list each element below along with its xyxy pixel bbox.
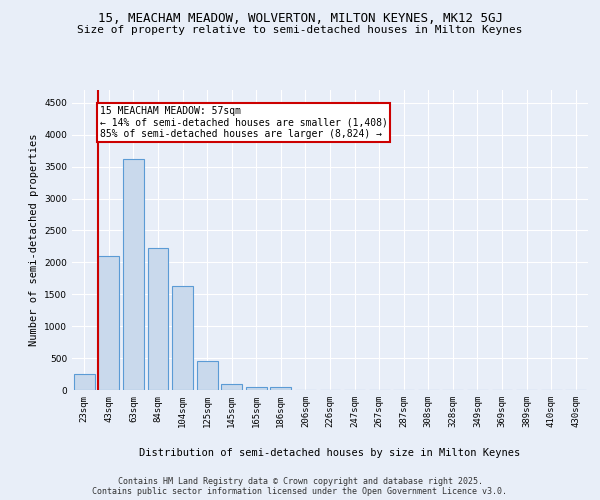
Y-axis label: Number of semi-detached properties: Number of semi-detached properties — [29, 134, 38, 346]
Bar — [271, 388, 292, 390]
Text: 15 MEACHAM MEADOW: 57sqm
← 14% of semi-detached houses are smaller (1,408)
85% o: 15 MEACHAM MEADOW: 57sqm ← 14% of semi-d… — [100, 106, 388, 139]
Bar — [74, 374, 95, 390]
Text: Size of property relative to semi-detached houses in Milton Keynes: Size of property relative to semi-detach… — [77, 25, 523, 35]
Bar — [148, 248, 169, 390]
Text: Distribution of semi-detached houses by size in Milton Keynes: Distribution of semi-detached houses by … — [139, 448, 521, 458]
Bar — [172, 286, 193, 390]
Bar — [246, 387, 267, 390]
Bar — [197, 362, 218, 390]
Bar — [123, 159, 144, 390]
Text: Contains HM Land Registry data © Crown copyright and database right 2025.
Contai: Contains HM Land Registry data © Crown c… — [92, 476, 508, 496]
Bar — [98, 256, 119, 390]
Bar — [221, 384, 242, 390]
Text: 15, MEACHAM MEADOW, WOLVERTON, MILTON KEYNES, MK12 5GJ: 15, MEACHAM MEADOW, WOLVERTON, MILTON KE… — [97, 12, 503, 26]
